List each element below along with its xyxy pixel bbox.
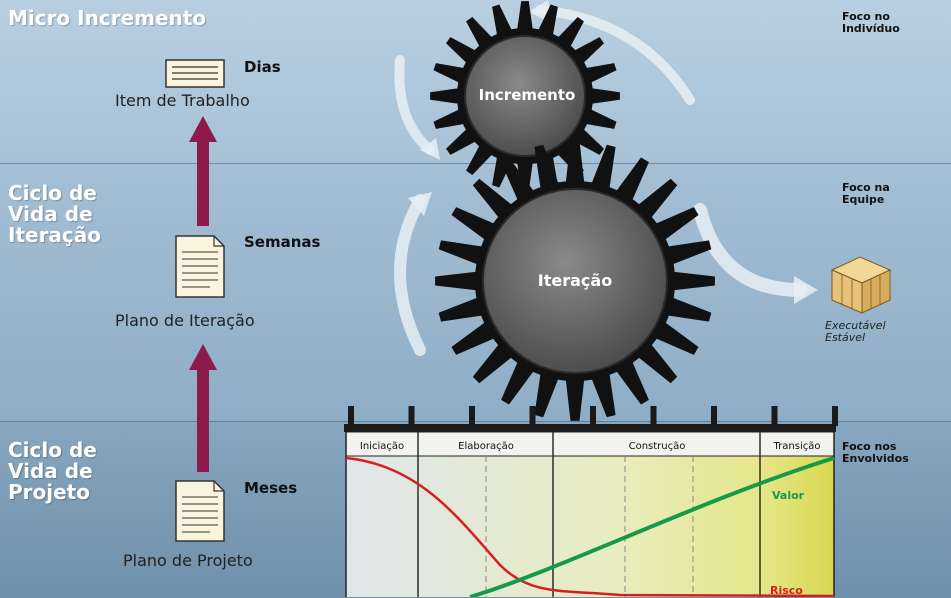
ruler-tick [529, 406, 536, 426]
increment-gear-label: Incremento [478, 86, 576, 104]
ruler-tick [590, 406, 596, 426]
arrow-up-lower-head [189, 344, 217, 370]
iteration-gear-icon [435, 141, 715, 421]
ruler-tick [408, 406, 415, 426]
gear-face [464, 35, 586, 157]
arrow-up-lower-shaft [197, 368, 209, 472]
phase-chart: Iniciação Elaboração Construção Transiçã… [344, 406, 838, 597]
phase-elaboration-label: Elaboração [458, 441, 514, 452]
ruler-tick [832, 406, 838, 426]
gear-face [482, 188, 668, 374]
focus-stakeholders: Foco nos Envolvidos [842, 440, 909, 465]
iteration-gear-label: Iteração [537, 271, 613, 290]
progression-arrows [189, 116, 217, 472]
arrow-up-upper-shaft [197, 140, 209, 226]
artifact-project-plan-label: Plano de Projeto [123, 551, 253, 570]
work-item-icon [165, 59, 225, 88]
stable-executable-label: Executável Estável [825, 319, 886, 344]
timebox-months: Meses [244, 479, 298, 497]
focus-team: Foco na Equipe [842, 181, 890, 206]
section-title-project: Ciclo de Vida de Projeto [8, 438, 97, 504]
section-title-micro: Micro Incremento [8, 6, 207, 30]
value-curve-label: Valor [772, 489, 805, 502]
timebox-weeks: Semanas [244, 233, 321, 251]
ruler-tick [469, 406, 475, 426]
project-plan-icon [175, 480, 225, 542]
phase-transition-label: Transição [773, 441, 821, 452]
phase-inception-label: Iniciação [360, 441, 404, 452]
stable-executable-icon [830, 256, 892, 314]
flow-arrows [394, 0, 818, 356]
ruler-tick [711, 406, 717, 426]
phase-header [345, 431, 835, 457]
focus-individual: Foco no Indivíduo [842, 10, 900, 35]
timebox-days: Dias [244, 58, 281, 76]
timeline-ruler [344, 424, 836, 432]
artifact-work-item-label: Item de Trabalho [115, 91, 250, 110]
risk-curve [345, 456, 835, 597]
value-curve [469, 456, 835, 597]
artifact-iteration-plan-label: Plano de Iteração [115, 311, 255, 330]
arrow-up-upper-head [189, 116, 217, 142]
ruler-tick [348, 406, 354, 426]
ruler-tick [771, 406, 778, 426]
section-title-iteration: Ciclo de Vida de Iteração [8, 181, 102, 247]
ruler-tick [650, 406, 657, 426]
risk-curve-label: Risco [770, 584, 803, 597]
iteration-plan-icon [175, 235, 225, 298]
timeline-ticks [348, 406, 838, 426]
phase-construction-label: Construção [629, 441, 686, 452]
